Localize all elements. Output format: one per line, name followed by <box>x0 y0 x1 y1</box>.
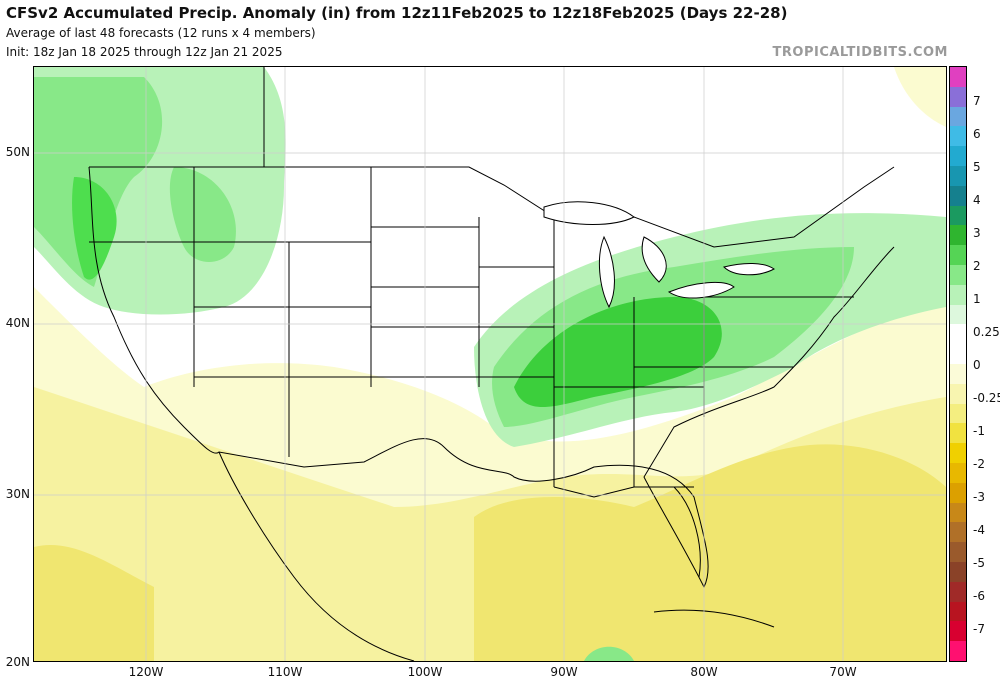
dry-region-pacific <box>34 545 154 661</box>
colorbar-segment <box>950 443 966 464</box>
colorbar-label: 0 <box>973 358 981 372</box>
colorbar-label: -1 <box>973 424 985 438</box>
lake-ontario <box>723 263 775 276</box>
colorbar-label: 5 <box>973 160 981 174</box>
lon-label-120w: 120W <box>128 665 164 679</box>
colorbar-segment <box>950 126 966 147</box>
colorbar-segment <box>950 265 966 286</box>
colorbar-segment <box>950 403 966 424</box>
lon-label-70w: 70W <box>829 665 857 679</box>
colorbar-label: 6 <box>973 127 981 141</box>
colorbar-segment <box>950 67 966 88</box>
colorbar-segment <box>950 364 966 385</box>
colorbar-segment <box>950 225 966 246</box>
colorbar-label: 1 <box>973 292 981 306</box>
gulf-states-border <box>553 486 694 498</box>
wet-region-caribbean <box>584 646 634 661</box>
great-lakes <box>543 201 775 309</box>
dry-region-labrador <box>894 67 946 127</box>
chart-subtitle-init: Init: 18z Jan 18 2025 through 12z Jan 21… <box>6 45 283 59</box>
colorbar-segment <box>950 482 966 504</box>
lat-label-50n: 50N <box>5 145 30 159</box>
florida-coast <box>673 486 701 578</box>
colorbar-segment <box>950 185 966 207</box>
colorbar-label: 2 <box>973 259 981 273</box>
lon-label-110w: 110W <box>267 665 303 679</box>
colorbar-segment <box>950 344 966 365</box>
colorbar-label: -5 <box>973 556 985 570</box>
mexico-coast <box>218 451 415 661</box>
colorbar-label: 0.25 <box>973 325 1000 339</box>
colorbar-label: -4 <box>973 523 985 537</box>
colorbar-segment <box>950 641 966 662</box>
colorbar-segment <box>950 463 966 484</box>
colorbar-label: -7 <box>973 622 985 636</box>
florida-caribbean <box>653 486 775 628</box>
wet-region-ohio-valley <box>514 297 722 407</box>
lake-erie <box>667 282 735 299</box>
colorbar-segment <box>950 423 966 444</box>
colorbar-segment <box>950 106 966 127</box>
colorbar-segment <box>950 86 966 108</box>
colorbar-label: 7 <box>973 94 981 108</box>
colorbar-segment <box>950 324 966 345</box>
lon-label-100w: 100W <box>407 665 443 679</box>
colorbar-label: -2 <box>973 457 985 471</box>
lat-label-20n: 20N <box>5 655 30 669</box>
colorbar-segment <box>950 284 966 306</box>
graticule <box>34 67 946 661</box>
colorbar-segment <box>950 542 966 563</box>
colorbar-label: 4 <box>973 193 981 207</box>
dry-region-dark <box>474 444 946 661</box>
colorbar-segment <box>950 522 966 543</box>
lon-label-80w: 80W <box>690 665 718 679</box>
colorbar-segment <box>950 245 966 266</box>
lake-michigan <box>599 235 615 309</box>
colorbar-segment <box>950 205 966 226</box>
colorbar-segment <box>950 166 966 187</box>
wet-anomaly-layer <box>34 67 946 661</box>
cuba-outline <box>653 609 775 628</box>
colorbar <box>949 66 967 662</box>
chart-subtitle-forecasts: Average of last 48 forecasts (12 runs x … <box>6 26 316 40</box>
colorbar-label: 3 <box>973 226 981 240</box>
colorbar-label: -3 <box>973 490 985 504</box>
colorbar-segment <box>950 304 966 325</box>
colorbar-segment <box>950 562 966 583</box>
colorbar-segment <box>950 383 966 405</box>
colorbar-label: -0.25 <box>973 391 1000 405</box>
precip-anomaly-map <box>33 66 947 662</box>
map-svg <box>34 67 946 661</box>
dry-anomaly-layer <box>34 67 946 661</box>
colorbar-segment <box>950 502 966 523</box>
wet-region-idaho <box>169 167 236 262</box>
chart-title: CFSv2 Accumulated Precip. Anomaly (in) f… <box>6 4 788 22</box>
lake-huron <box>641 236 667 283</box>
lake-superior <box>543 201 635 225</box>
lat-label-40n: 40N <box>5 316 30 330</box>
colorbar-segment <box>950 601 966 622</box>
lon-label-90w: 90W <box>550 665 578 679</box>
lat-label-30n: 30N <box>5 487 30 501</box>
colorbar-segment <box>950 621 966 642</box>
colorbar-segment <box>950 581 966 603</box>
wet-region-pnw-dark <box>72 177 117 280</box>
dry-region-mexico <box>184 616 334 661</box>
colorbar-label: -6 <box>973 589 985 603</box>
us-coastline <box>88 166 895 589</box>
colorbar-segment <box>950 146 966 167</box>
brand-watermark: TROPICALTIDBITS.COM <box>772 45 948 60</box>
wet-region-pnw-mid <box>34 77 163 287</box>
